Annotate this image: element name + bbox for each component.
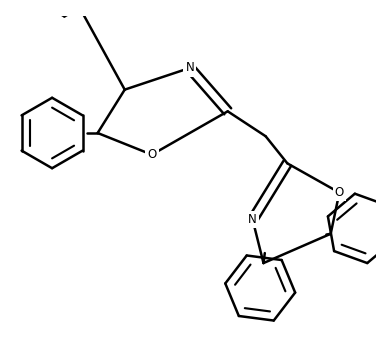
Text: O: O	[147, 148, 157, 161]
Text: N: N	[185, 62, 194, 75]
Text: O: O	[335, 186, 344, 199]
Text: N: N	[248, 213, 257, 226]
